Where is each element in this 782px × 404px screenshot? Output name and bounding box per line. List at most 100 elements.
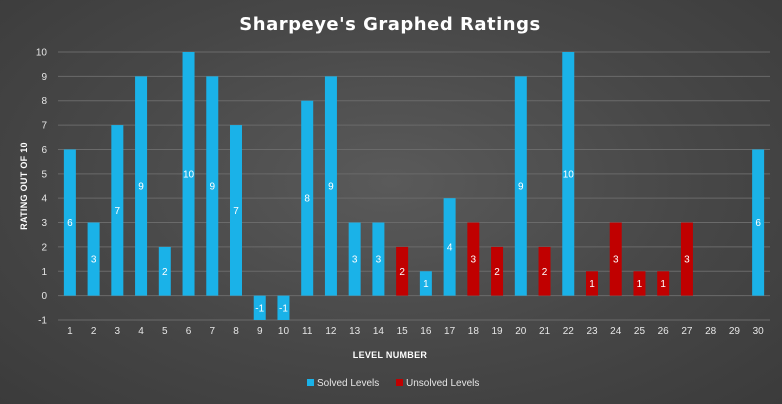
data-label: 3 <box>352 255 358 266</box>
bar-solved-level-17 <box>443 198 456 296</box>
x-tick-label: 20 <box>515 326 527 337</box>
data-label: 9 <box>328 182 334 193</box>
y-tick-label: -1 <box>38 316 47 327</box>
x-tick-label: 10 <box>278 326 290 337</box>
data-label: -1 <box>255 303 264 314</box>
bar-solved-level-4 <box>135 76 148 296</box>
legend-swatch-solved <box>307 379 314 386</box>
y-tick-label: 8 <box>41 96 47 107</box>
x-tick-label: 19 <box>492 326 504 337</box>
y-tick-label: 5 <box>41 169 47 180</box>
bar-solved-level-10 <box>277 295 290 320</box>
x-tick-label: 29 <box>729 326 741 337</box>
bars <box>63 52 765 320</box>
gridlines <box>58 51 770 321</box>
x-tick-label: 14 <box>373 326 385 337</box>
bar-solved-level-1 <box>63 149 76 296</box>
data-labels: 6 3 7 9 2 10 9 7 -1 -1 8 9 3 3 1 4 9 10 6 2 3 2 2 1 3 1 1 3 <box>67 169 761 314</box>
bar-unsolved-level-25 <box>633 271 646 296</box>
x-tick-label: 16 <box>420 326 432 337</box>
legend-label-unsolved: Unsolved Levels <box>406 378 479 389</box>
bar-solved-level-20 <box>514 76 527 296</box>
data-label: 3 <box>471 255 477 266</box>
x-axis-ticks: 1 2 3 4 5 6 7 8 9 10 11 12 13 14 15 16 17 18 19 20 21 22 23 24 2… <box>67 326 764 337</box>
bar-solved-level-12 <box>324 76 337 296</box>
data-label: 9 <box>518 182 524 193</box>
x-axis-title: LEVEL NUMBER <box>353 350 428 360</box>
x-tick-label: 21 <box>539 326 551 337</box>
x-tick-label: 30 <box>753 326 765 337</box>
data-label: 2 <box>162 267 168 278</box>
bar-solved-level-3 <box>111 125 124 296</box>
y-tick-label: 1 <box>41 267 47 278</box>
bar-unsolved-level-18 <box>467 222 480 296</box>
data-label: 1 <box>589 279 595 290</box>
data-label: 7 <box>233 206 239 217</box>
x-tick-label: 12 <box>325 326 337 337</box>
x-tick-label: 26 <box>658 326 670 337</box>
data-label: 10 <box>183 169 195 180</box>
x-tick-label: 6 <box>186 326 192 337</box>
data-label: 3 <box>684 255 690 266</box>
data-label: 1 <box>660 279 666 290</box>
data-label: 3 <box>91 255 97 266</box>
x-tick-label: 3 <box>115 326 121 337</box>
data-label: 7 <box>115 206 121 217</box>
x-tick-label: 24 <box>610 326 622 337</box>
bar-unsolved-level-24 <box>609 222 622 296</box>
y-tick-label: 7 <box>41 121 47 132</box>
data-label: 2 <box>494 267 500 278</box>
data-label: 4 <box>447 242 453 253</box>
legend: Solved Levels Unsolved Levels <box>307 378 479 389</box>
bar-solved-level-6 <box>182 52 195 296</box>
y-tick-label: 3 <box>41 218 47 229</box>
data-label: -1 <box>279 303 288 314</box>
x-tick-label: 17 <box>444 326 456 337</box>
bar-solved-level-13 <box>348 222 361 296</box>
bar-solved-level-11 <box>301 100 314 296</box>
bar-solved-level-14 <box>372 222 385 296</box>
legend-label-solved: Solved Levels <box>317 378 379 389</box>
x-tick-label: 9 <box>257 326 263 337</box>
chart-title: Sharpeye's Graphed Ratings <box>239 14 540 35</box>
x-tick-label: 5 <box>162 326 168 337</box>
x-tick-label: 2 <box>91 326 97 337</box>
data-label: 1 <box>637 279 643 290</box>
bar-unsolved-level-21 <box>538 246 551 296</box>
y-tick-label: 10 <box>36 48 48 59</box>
bar-unsolved-level-23 <box>586 271 598 296</box>
x-tick-label: 27 <box>681 326 693 337</box>
x-tick-label: 25 <box>634 326 646 337</box>
data-label: 10 <box>563 169 575 180</box>
bar-unsolved-level-27 <box>680 222 693 296</box>
data-label: 1 <box>423 279 429 290</box>
x-tick-label: 7 <box>209 326 215 337</box>
x-tick-label: 28 <box>705 326 717 337</box>
x-tick-label: 1 <box>67 326 73 337</box>
y-tick-label: 0 <box>41 291 47 302</box>
data-label: 3 <box>613 255 619 266</box>
data-label: 8 <box>304 194 310 205</box>
x-tick-label: 11 <box>302 326 313 337</box>
bar-solved-level-9 <box>253 295 266 320</box>
y-tick-label: 9 <box>41 72 47 83</box>
y-tick-label: 6 <box>41 145 47 156</box>
data-label: 6 <box>67 218 73 229</box>
y-axis-ticks: -1 0 1 2 3 4 5 6 7 8 9 10 <box>36 48 48 327</box>
legend-swatch-unsolved <box>396 379 403 386</box>
x-tick-label: 4 <box>138 326 144 337</box>
y-tick-label: 2 <box>41 242 47 253</box>
bar-solved-level-8 <box>230 125 242 296</box>
bar-unsolved-level-26 <box>657 271 670 296</box>
x-tick-label: 18 <box>468 326 480 337</box>
data-label: 2 <box>399 267 405 278</box>
bar-solved-level-22 <box>562 52 575 296</box>
x-tick-label: 23 <box>586 326 598 337</box>
bar-solved-level-5 <box>158 246 171 296</box>
data-label: 3 <box>376 255 382 266</box>
x-tick-label: 22 <box>563 326 575 337</box>
data-label: 9 <box>209 182 215 193</box>
bar-unsolved-level-19 <box>491 246 504 296</box>
x-tick-label: 13 <box>349 326 361 337</box>
bar-solved-level-30 <box>752 149 765 296</box>
